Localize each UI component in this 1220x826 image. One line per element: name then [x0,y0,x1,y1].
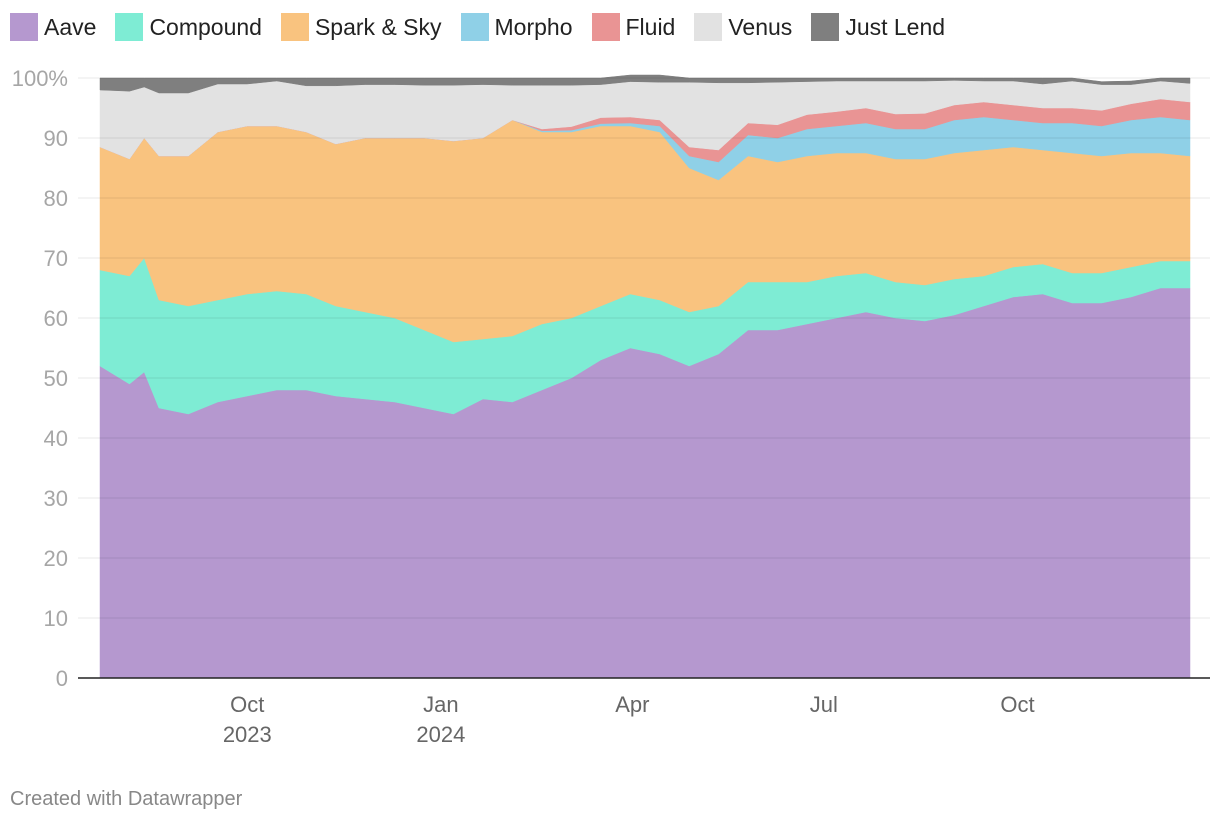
legend-label: Compound [149,13,262,40]
legend-swatch [811,13,840,41]
x-tick-year-label: 2023 [223,722,272,747]
y-tick-label: 0 [56,666,68,691]
x-tick-label: Oct [230,692,264,717]
legend-label: Aave [44,13,97,40]
legend-item-aave: Aave [10,13,96,41]
legend-item-venus: Venus [694,13,792,41]
x-tick-label: Apr [615,692,649,717]
legend-label: Spark & Sky [314,13,442,40]
y-tick-label: 70 [44,246,68,271]
legend-label: Just Lend [845,13,946,40]
legend-label: Venus [728,13,793,40]
legend-swatch [10,13,38,41]
x-tick-label: Jul [810,692,838,717]
y-tick-label: 40 [44,426,68,451]
y-tick-label: 50 [44,366,68,391]
legend-item-just-lend: Just Lend [811,13,945,41]
chart-legend: Aave Compound Spark & Sky Morpho Fluid Venus J… [10,12,964,42]
area-series-just-lend [99,74,1191,94]
legend-item-morpho: Morpho [460,13,573,41]
y-tick-label: 80 [44,186,68,211]
x-tick-label: Jan [423,692,458,717]
legend-item-spark-sky: Spark & Sky [280,13,442,41]
legend-label: Fluid [625,13,676,40]
datawrapper-credit: Created with Datawrapper [10,788,243,810]
legend-swatch [591,13,620,41]
legend-swatch [694,13,723,41]
y-tick-label: 90 [44,126,68,151]
y-tick-label: 100% [12,66,68,91]
stacked-area-chart: 100% 90 80 70 60 50 40 30 20 10 0 Oct 2023 Jan 2024 Apr… [12,66,1210,747]
y-tick-label: 10 [44,606,68,631]
x-tick-year-label: 2024 [416,722,465,747]
legend-item-fluid: Fluid [591,13,676,41]
legend-swatch [115,13,144,41]
y-tick-label: 60 [44,306,68,331]
legend-swatch [460,13,489,41]
y-tick-label: 20 [44,546,68,571]
legend-item-compound: Compound [115,13,262,41]
x-tick-label: Oct [1000,692,1034,717]
legend-swatch [280,13,309,41]
legend-label: Morpho [494,13,573,40]
y-tick-label: 30 [44,486,68,511]
